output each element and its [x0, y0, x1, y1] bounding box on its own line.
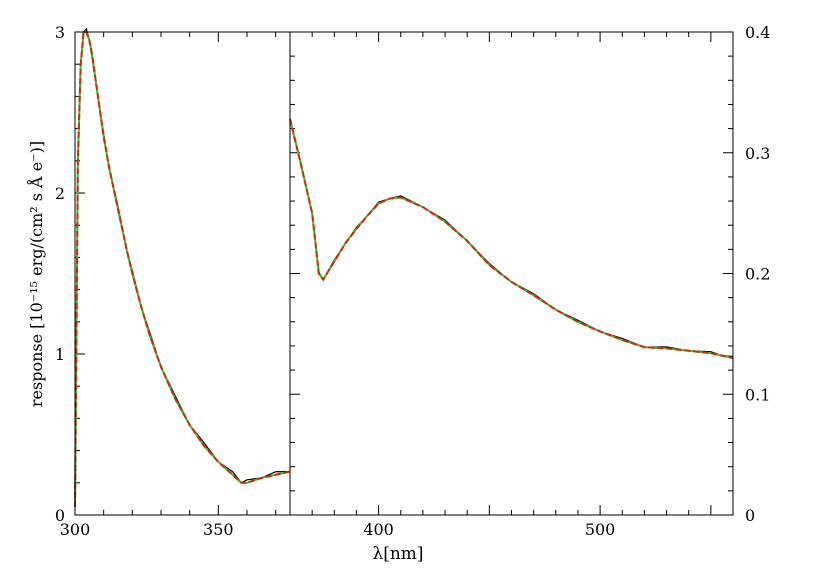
- model-red-line: [289, 118, 734, 360]
- left-panel: 300 350 0 1 2 3: [55, 23, 291, 539]
- right-panel-frame: [289, 31, 734, 516]
- x-tick-label: 300: [60, 520, 91, 539]
- y-tick-label: 0: [55, 506, 65, 525]
- x-tick-label: 400: [363, 520, 394, 539]
- left-panel-ticks: 300 350 0 1 2 3: [55, 23, 277, 539]
- y-tick-label: 0.3: [745, 144, 770, 163]
- y-tick-label: 0.2: [745, 265, 770, 284]
- model-green-line: [289, 118, 734, 360]
- y-tick-label: 0.4: [745, 23, 770, 42]
- x-axis-label: λ[nm]: [372, 544, 423, 564]
- x-tick-label: 500: [585, 520, 616, 539]
- left-panel-series: [74, 27, 291, 507]
- y-axis-label: response [10⁻¹⁵ erg/(cm² s Å e⁻)]: [26, 141, 46, 407]
- observed-response-line: [74, 27, 291, 507]
- observed-response-line: [289, 118, 734, 358]
- y-tick-label: 0: [745, 506, 755, 525]
- y-tick-label: 0.1: [745, 385, 770, 404]
- right-panel-ticks: 400 500 0 0.1 0.2 0.3 0.4: [289, 23, 770, 539]
- model-green-line: [74, 31, 291, 507]
- y-tick-label: 1: [55, 345, 65, 364]
- y-tick-label: 3: [55, 23, 65, 42]
- right-panel: 400 500 0 0.1 0.2 0.3 0.4: [289, 23, 770, 539]
- right-panel-series: [289, 118, 734, 360]
- y-tick-label: 2: [55, 184, 65, 203]
- x-tick-label: 350: [203, 520, 234, 539]
- model-red-line: [74, 31, 291, 507]
- left-panel-frame: [74, 31, 291, 516]
